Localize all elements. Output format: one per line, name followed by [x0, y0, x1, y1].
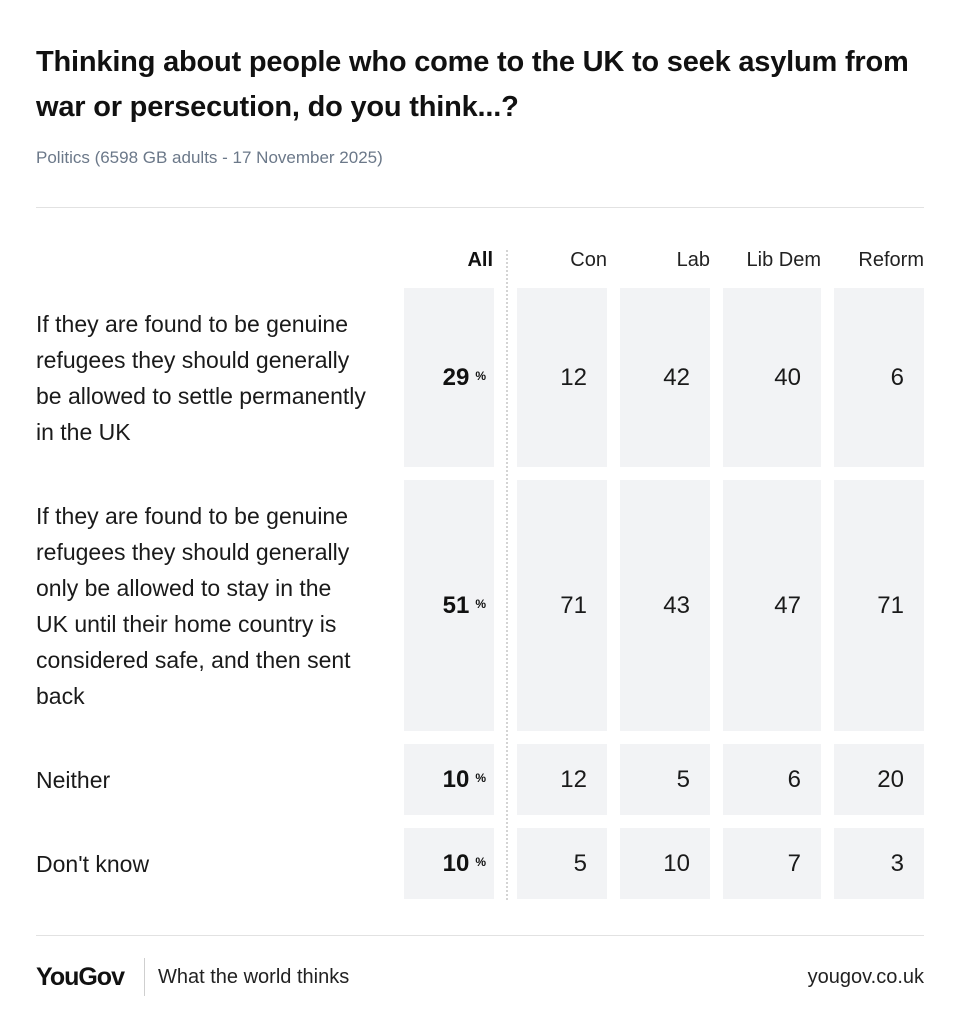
- column-header-con: Con: [570, 249, 607, 271]
- value-cell-reform: 20: [834, 744, 924, 815]
- all-value-cell: 10%: [404, 828, 494, 899]
- all-value: 29: [442, 363, 470, 391]
- top-divider: [36, 207, 924, 208]
- footer-separator: [144, 958, 145, 996]
- percent-sign: %: [475, 368, 486, 383]
- value-cell-reform: 6: [834, 288, 924, 467]
- bottom-divider: [36, 935, 924, 936]
- percent-sign: %: [475, 596, 486, 611]
- value-cell-lab: 5: [620, 744, 710, 815]
- value-cell-lab: 43: [620, 480, 710, 731]
- all-value: 10: [442, 849, 470, 877]
- value-cell-lib-dem: 40: [723, 288, 821, 467]
- column-header-lab: Lab: [676, 249, 710, 271]
- column-header-reform: Reform: [858, 249, 924, 271]
- value-cell-reform: 3: [834, 828, 924, 899]
- row-label: If they are found to be genuine refugees…: [36, 502, 351, 709]
- chart-subtitle: Politics (6598 GB adults - 17 November 2…: [36, 148, 383, 167]
- all-value: 51: [442, 591, 470, 619]
- column-header-lib-dem: Lib Dem: [746, 249, 821, 271]
- all-value-cell: 51%: [404, 480, 494, 731]
- all-column-divider: [506, 250, 508, 900]
- yougov-logo: YouGov: [36, 963, 125, 991]
- value-cell-con: 71: [517, 480, 607, 731]
- value-cell-con: 5: [517, 828, 607, 899]
- value-cell-lab: 10: [620, 828, 710, 899]
- row-label: Don't know: [36, 850, 150, 877]
- value-cell-con: 12: [517, 288, 607, 467]
- value-cell-lib-dem: 6: [723, 744, 821, 815]
- row-label: Neither: [36, 766, 111, 793]
- column-header-all: All: [467, 249, 493, 271]
- value-cell-lib-dem: 47: [723, 480, 821, 731]
- value-cell-lib-dem: 7: [723, 828, 821, 899]
- value-cell-lab: 42: [620, 288, 710, 467]
- all-value-cell: 29%: [404, 288, 494, 467]
- chart-title: Thinking about people who come to the UK…: [36, 46, 909, 123]
- value-cell-reform: 71: [834, 480, 924, 731]
- value-cell-con: 12: [517, 744, 607, 815]
- all-value-cell: 10%: [404, 744, 494, 815]
- row-label: If they are found to be genuine refugees…: [36, 310, 366, 445]
- percent-sign: %: [475, 854, 486, 869]
- all-value: 10: [442, 765, 470, 793]
- footer-tagline: What the world thinks: [158, 966, 350, 988]
- footer-url: yougov.co.uk: [807, 966, 924, 988]
- percent-sign: %: [475, 770, 486, 785]
